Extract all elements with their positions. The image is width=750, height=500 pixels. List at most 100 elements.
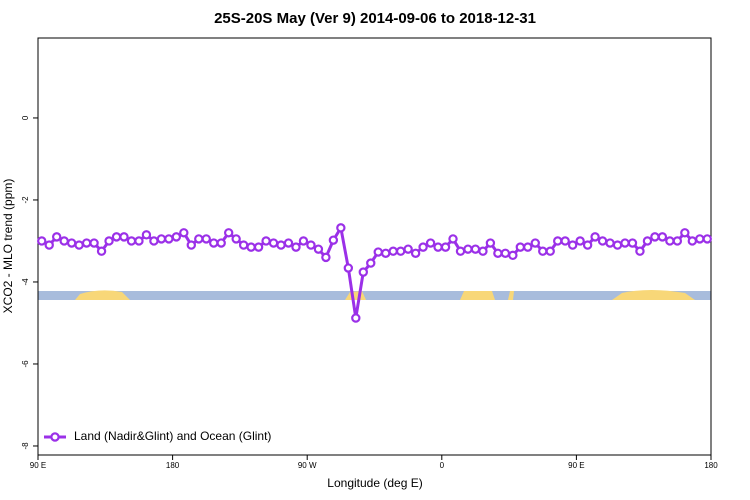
x-axis-label: Longitude (deg E) [327,476,422,490]
data-point [627,238,638,248]
data-point [612,240,623,250]
data-point [425,238,436,248]
data-point [328,235,339,245]
data-point [470,244,481,254]
data-point [253,242,264,252]
data-point [209,238,219,248]
land-patch [612,290,695,300]
data-point [366,258,376,268]
data-point [388,246,398,256]
data-point [149,236,159,246]
data-point [418,242,428,252]
data-point [538,246,548,256]
data-point [74,240,84,250]
data-point [201,234,211,244]
data-point [553,236,563,246]
data-point [657,232,668,242]
data-point [500,248,511,258]
data-point [44,240,54,250]
data-point [186,240,196,250]
data-point [351,313,361,323]
data-point [642,236,653,246]
land-patch [75,290,130,300]
data-point [111,232,122,242]
data-point [119,232,129,242]
data-point [582,240,593,250]
y-tick-label: 0 [21,115,30,120]
data-point [523,242,533,252]
data-point [321,252,331,263]
x-tick-label: 0 [440,461,445,470]
data-point [156,234,167,244]
data-point [493,248,503,258]
y-axis-label: XCO2 - MLO trend (ppm) [1,179,15,314]
data-point [81,238,92,248]
data-point [313,244,324,254]
data-point [650,232,660,242]
data-point [590,232,600,242]
data-point [403,244,413,254]
data-point [66,238,77,248]
data-point [478,246,488,256]
data-point [395,246,406,256]
data-point [171,232,182,242]
data-point [164,234,174,244]
data-point [59,236,69,246]
data-point [216,238,226,248]
data-point [672,236,683,246]
land-ocean-strip [38,290,711,300]
data-point [508,250,518,261]
data-point [567,240,578,250]
x-tick-label: 90 E [30,461,46,470]
legend-marker [50,432,60,442]
x-tick-label: 180 [704,461,718,470]
x-tick-label: 180 [166,461,180,470]
x-tick-label: 90 E [568,461,584,470]
data-point [231,234,241,244]
data-point [343,263,354,273]
data-point [605,238,615,248]
data-point [680,228,690,238]
data-point [134,236,144,246]
data-point [89,238,99,248]
data-point [283,238,294,248]
data-point [223,228,234,238]
data-point [306,240,316,250]
data-point [545,246,555,256]
data-point [141,230,152,240]
data-point [433,242,443,252]
data-point [37,236,47,246]
data-point [702,234,712,244]
data-point [620,238,630,248]
data-point [455,246,466,256]
data-point [410,248,421,258]
data-point [463,244,473,254]
data-point [276,240,286,250]
data-point [665,236,675,246]
ocean-band [38,291,711,300]
plot-frame [37,37,712,456]
data-point [575,236,585,246]
data-point [373,247,383,257]
chart-title: 25S-20S May (Ver 9) 2014-09-06 to 2018-1… [214,10,536,27]
y-tick-label: -4 [21,278,30,286]
y-tick-label: -2 [21,196,30,204]
x-tick-label: 90 W [298,461,317,470]
legend-label: Land (Nadir&Glint) and Ocean (Glint) [74,429,271,443]
data-point [298,236,309,246]
data-point [381,248,391,258]
data-point [695,234,705,244]
data-point [126,236,137,246]
data-point [268,238,279,248]
legend-entry: Land (Nadir&Glint) and Ocean (Glint) [44,429,271,443]
y-tick-label: -6 [21,360,30,368]
y-tick-label: -8 [21,442,30,450]
data-point [530,238,540,248]
data-point [194,234,204,244]
data-point [261,236,271,246]
data-point [687,236,698,246]
data-point [440,242,451,252]
data-point [336,223,346,233]
land-patch [508,291,514,300]
